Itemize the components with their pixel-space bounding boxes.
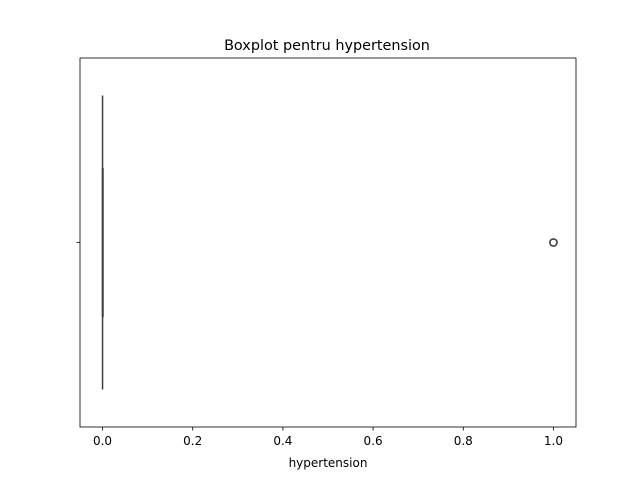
x-axis-label: hypertension <box>289 456 368 470</box>
x-axis-ticks: 0.0 0.2 0.4 0.6 0.8 1.0 <box>93 427 563 448</box>
x-tick-label: 0.2 <box>183 434 202 448</box>
x-tick-label: 0.4 <box>273 434 292 448</box>
plot-frame <box>79 57 577 428</box>
x-tick-label: 1.0 <box>544 434 563 448</box>
x-tick-label: 0.0 <box>93 434 112 448</box>
outlier-point <box>549 238 558 247</box>
x-tick-label: 0.6 <box>364 434 383 448</box>
chart-title: Boxplot pentru hypertension <box>224 38 430 54</box>
x-tick-label: 0.8 <box>454 434 473 448</box>
box-series <box>101 95 558 390</box>
